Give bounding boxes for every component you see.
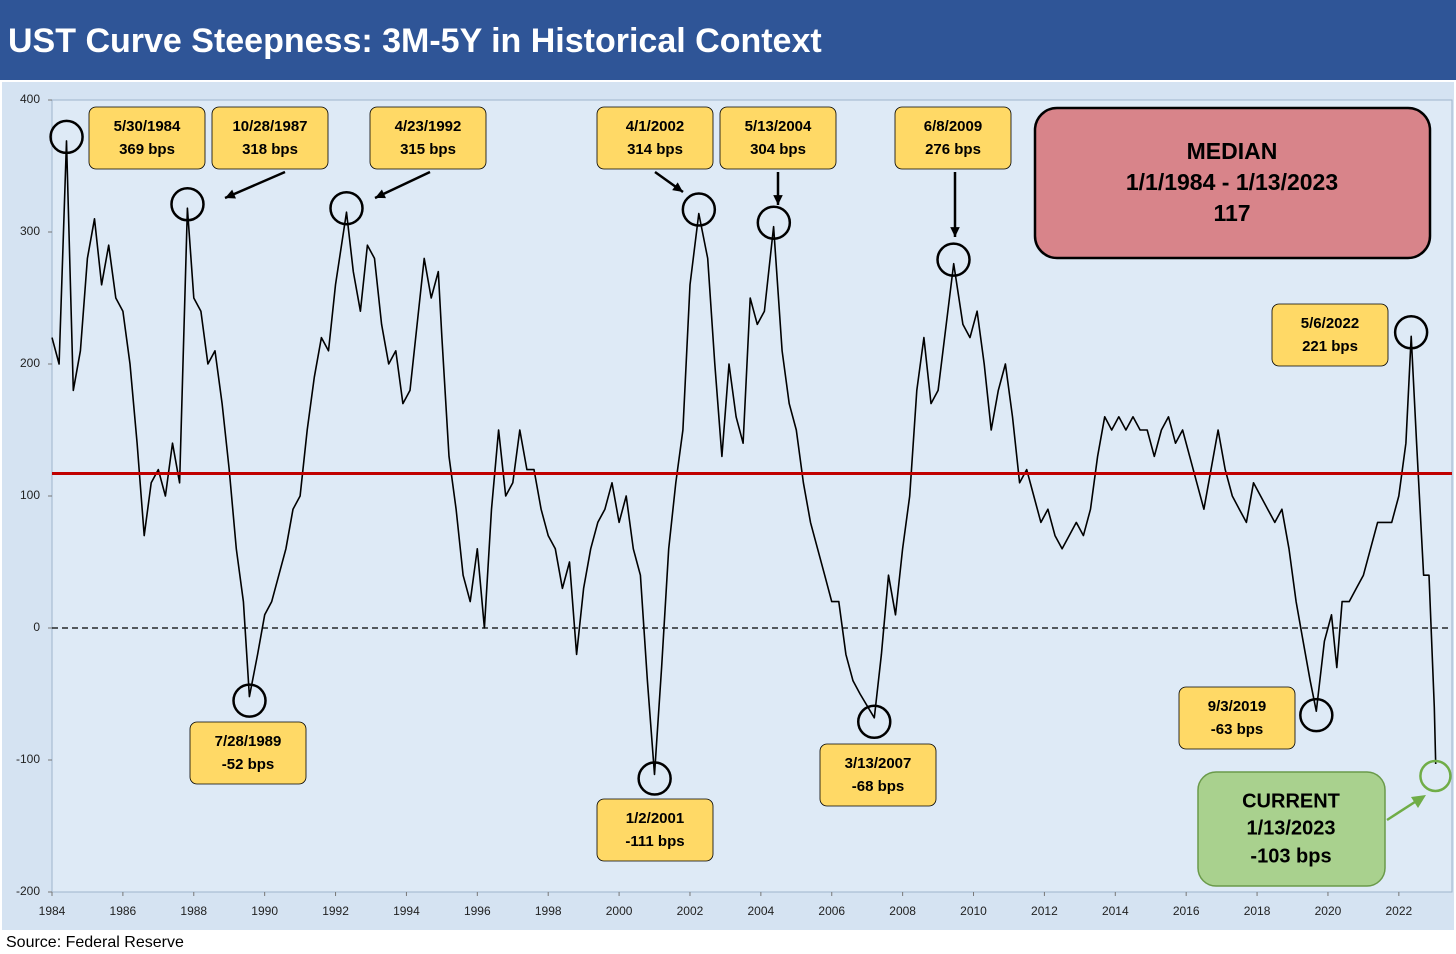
x-tick-label: 1994 bbox=[393, 904, 420, 918]
annotation-date: 3/13/2007 bbox=[845, 755, 912, 772]
source: Source: Federal Reserve bbox=[6, 934, 184, 951]
median-box bbox=[1033, 106, 1432, 260]
annotation-label: 314 bps bbox=[627, 141, 683, 158]
arrow-head bbox=[375, 189, 386, 199]
annotation-circle bbox=[329, 190, 364, 226]
y-tick-label: 300 bbox=[20, 224, 40, 238]
median-value: 117 bbox=[1213, 200, 1250, 226]
current-circle bbox=[1419, 759, 1452, 793]
arrow-head bbox=[773, 195, 783, 205]
arrow bbox=[224, 170, 286, 200]
annotation-date: 7/28/1989 bbox=[215, 733, 282, 750]
current-arrow-head bbox=[1411, 795, 1426, 808]
plot-layer: -200 -100 0 100 200 300 400 1984 1986 1988 1990 199… bbox=[16, 92, 1452, 918]
annotation-box bbox=[596, 106, 714, 170]
annotation-box bbox=[819, 743, 937, 807]
annotation-box bbox=[1271, 303, 1389, 367]
current-title: CURRENT bbox=[1242, 790, 1340, 812]
current-box bbox=[1197, 771, 1386, 887]
x-tick-label: 2016 bbox=[1173, 904, 1200, 918]
annotation-circle bbox=[756, 205, 792, 240]
annotation-box bbox=[894, 106, 1012, 170]
annotation-label: 315 bps bbox=[400, 141, 456, 158]
x-tick-label: 1996 bbox=[464, 904, 491, 918]
x-tick-label: 2008 bbox=[889, 904, 916, 918]
x-tick-label: 2000 bbox=[606, 904, 633, 918]
annotation-circle bbox=[936, 242, 971, 277]
current-label: -103 bps bbox=[1250, 845, 1331, 867]
annotation-circle bbox=[637, 761, 672, 796]
annotation-box bbox=[189, 721, 307, 785]
y-tick-label: 0 bbox=[33, 620, 40, 634]
x-tick-label: 1986 bbox=[110, 904, 137, 918]
x-tick-label: 1998 bbox=[535, 904, 562, 918]
current-date: 1/13/2023 bbox=[1247, 817, 1336, 839]
x-tick-label: 2010 bbox=[960, 904, 987, 918]
arrow-head bbox=[225, 189, 236, 199]
annotation-date: 1/2/2001 bbox=[626, 810, 684, 827]
median-title: MEDIAN bbox=[1187, 138, 1278, 164]
x-tick-label: 1988 bbox=[180, 904, 207, 918]
annotation-circle bbox=[49, 119, 84, 155]
y-tick-label: -100 bbox=[16, 752, 40, 766]
y-tick-label: 200 bbox=[20, 356, 40, 370]
x-tick-label: 2020 bbox=[1315, 904, 1342, 918]
current-arrow bbox=[1386, 798, 1419, 822]
x-tick-label: 2004 bbox=[748, 904, 775, 918]
annotation-date: 6/8/2009 bbox=[924, 118, 982, 135]
annotation-circle bbox=[681, 192, 717, 227]
annotation-box bbox=[1178, 686, 1296, 750]
annotation-label: -63 bps bbox=[1211, 721, 1264, 738]
x-tick-label: 2002 bbox=[677, 904, 704, 918]
series-line bbox=[51, 140, 1437, 776]
y-tick-label: 400 bbox=[20, 92, 40, 106]
x-tick-label: 2006 bbox=[818, 904, 845, 918]
annotation-circle bbox=[232, 683, 267, 718]
annotation-circle bbox=[170, 186, 205, 222]
annotation-date: 9/3/2019 bbox=[1208, 698, 1266, 715]
annotation-box bbox=[719, 106, 837, 170]
annotation-box bbox=[596, 798, 714, 862]
annotation-date: 4/1/2002 bbox=[626, 118, 684, 135]
annotation-label: -111 bps bbox=[625, 833, 684, 850]
annotation-box bbox=[88, 106, 206, 170]
x-tick-label: 1992 bbox=[322, 904, 349, 918]
annotation-label: -68 bps bbox=[852, 778, 905, 795]
annotation-box bbox=[211, 106, 329, 170]
annotation-label: 221 bps bbox=[1302, 338, 1358, 355]
annotation-date: 5/30/1984 bbox=[114, 118, 181, 135]
chart-title: UST Curve Steepness: 3M-5Y in Historical… bbox=[8, 22, 822, 60]
annotation-label: -52 bps bbox=[222, 756, 275, 773]
annotation-date: 5/13/2004 bbox=[745, 118, 812, 135]
arrow-head bbox=[950, 227, 960, 237]
x-tick-label: 2014 bbox=[1102, 904, 1129, 918]
y-tick-label: -200 bbox=[16, 884, 40, 898]
annotation-date: 5/6/2022 bbox=[1301, 315, 1359, 332]
annotation-label: 304 bps bbox=[750, 141, 806, 158]
annotation-circle bbox=[856, 704, 892, 740]
y-tick-label: 100 bbox=[20, 488, 40, 502]
x-tick-label: 2022 bbox=[1385, 904, 1412, 918]
annotation-circle bbox=[1299, 697, 1334, 733]
annotation-box bbox=[369, 106, 487, 170]
title-bar bbox=[0, 0, 1456, 80]
annotation-label: 369 bps bbox=[119, 141, 175, 158]
x-tick-label: 2012 bbox=[1031, 904, 1058, 918]
annotation-label: 276 bps bbox=[925, 141, 981, 158]
annotation-date: 10/28/1987 bbox=[232, 118, 307, 135]
x-tick-label: 2018 bbox=[1244, 904, 1271, 918]
annotation-circle bbox=[1393, 315, 1429, 350]
median-range: 1/1/1984 - 1/13/2023 bbox=[1126, 169, 1338, 195]
arrow-head bbox=[672, 182, 683, 192]
annotation-date: 4/23/1992 bbox=[395, 118, 462, 135]
annotation-label: 318 bps bbox=[242, 141, 298, 158]
arrow bbox=[374, 170, 431, 200]
x-tick-label: 1990 bbox=[251, 904, 278, 918]
x-tick-label: 1984 bbox=[39, 904, 66, 918]
